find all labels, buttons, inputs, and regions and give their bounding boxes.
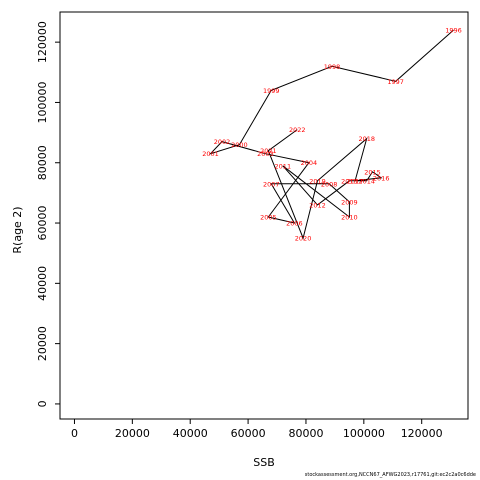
point-label-2004: 2004 bbox=[301, 159, 318, 167]
x-tick-label-3: 60000 bbox=[231, 427, 266, 440]
point-label-1998: 1998 bbox=[324, 63, 341, 71]
y-axis-title: R(age 2) bbox=[11, 206, 24, 253]
point-label-2016: 2016 bbox=[373, 174, 390, 182]
point-label-2019: 2019 bbox=[309, 177, 326, 185]
y-tick-label-2: 40000 bbox=[36, 266, 49, 301]
point-labels: 1996 1997 1998 1999 2000 2001 2002 2003 2004 2005… bbox=[202, 27, 462, 243]
point-label-2006: 2006 bbox=[286, 220, 303, 228]
point-label-2007: 2007 bbox=[263, 180, 280, 188]
point-label-2012: 2012 bbox=[309, 201, 326, 209]
point-label-2021: 2021 bbox=[260, 147, 277, 155]
x-tick-label-5: 100000 bbox=[343, 427, 385, 440]
point-label-2013: 2013 bbox=[341, 177, 358, 185]
point-label-2020: 2020 bbox=[295, 235, 312, 243]
point-label-2017: 2017 bbox=[347, 177, 364, 185]
x-tick-label-1: 20000 bbox=[115, 427, 150, 440]
y-tick-label-4: 80000 bbox=[36, 145, 49, 180]
x-axis-title: SSB bbox=[253, 456, 275, 469]
x-tick-label-0: 0 bbox=[71, 427, 78, 440]
point-label-2009: 2009 bbox=[341, 198, 358, 206]
y-axis: 0 20000 40000 60000 80000 100000 120000 bbox=[36, 21, 60, 407]
point-label-2010: 2010 bbox=[341, 214, 358, 222]
point-label-1996: 1996 bbox=[445, 27, 462, 35]
footer-credit: stockassessment.org,NCCN67_AFWG2023,r177… bbox=[305, 472, 476, 478]
point-label-2002: 2002 bbox=[214, 138, 231, 146]
y-tick-label-1: 20000 bbox=[36, 326, 49, 361]
x-axis: 0 20000 40000 60000 80000 100000 120000 bbox=[71, 419, 443, 440]
point-label-2005: 2005 bbox=[260, 214, 277, 222]
y-tick-label-5: 100000 bbox=[36, 81, 49, 123]
point-label-2015: 2015 bbox=[364, 168, 381, 176]
point-label-1997: 1997 bbox=[387, 78, 404, 86]
x-tick-label-2: 40000 bbox=[173, 427, 208, 440]
point-label-2018: 2018 bbox=[358, 135, 375, 143]
y-tick-label-0: 0 bbox=[36, 400, 49, 407]
point-label-1999: 1999 bbox=[263, 87, 280, 95]
point-label-2014: 2014 bbox=[358, 177, 375, 185]
point-label-2000: 2000 bbox=[231, 141, 248, 149]
x-tick-label-6: 120000 bbox=[401, 427, 443, 440]
point-label-2011: 2011 bbox=[275, 162, 292, 170]
y-tick-label-3: 60000 bbox=[36, 206, 49, 241]
plot-frame bbox=[59, 11, 469, 420]
point-label-2003: 2003 bbox=[257, 150, 274, 158]
point-label-2001: 2001 bbox=[202, 150, 219, 158]
y-tick-label-6: 120000 bbox=[36, 21, 49, 63]
point-label-2022: 2022 bbox=[289, 126, 306, 134]
series-line bbox=[208, 29, 454, 240]
x-tick-label-4: 80000 bbox=[288, 427, 323, 440]
point-label-2008: 2008 bbox=[321, 180, 338, 188]
